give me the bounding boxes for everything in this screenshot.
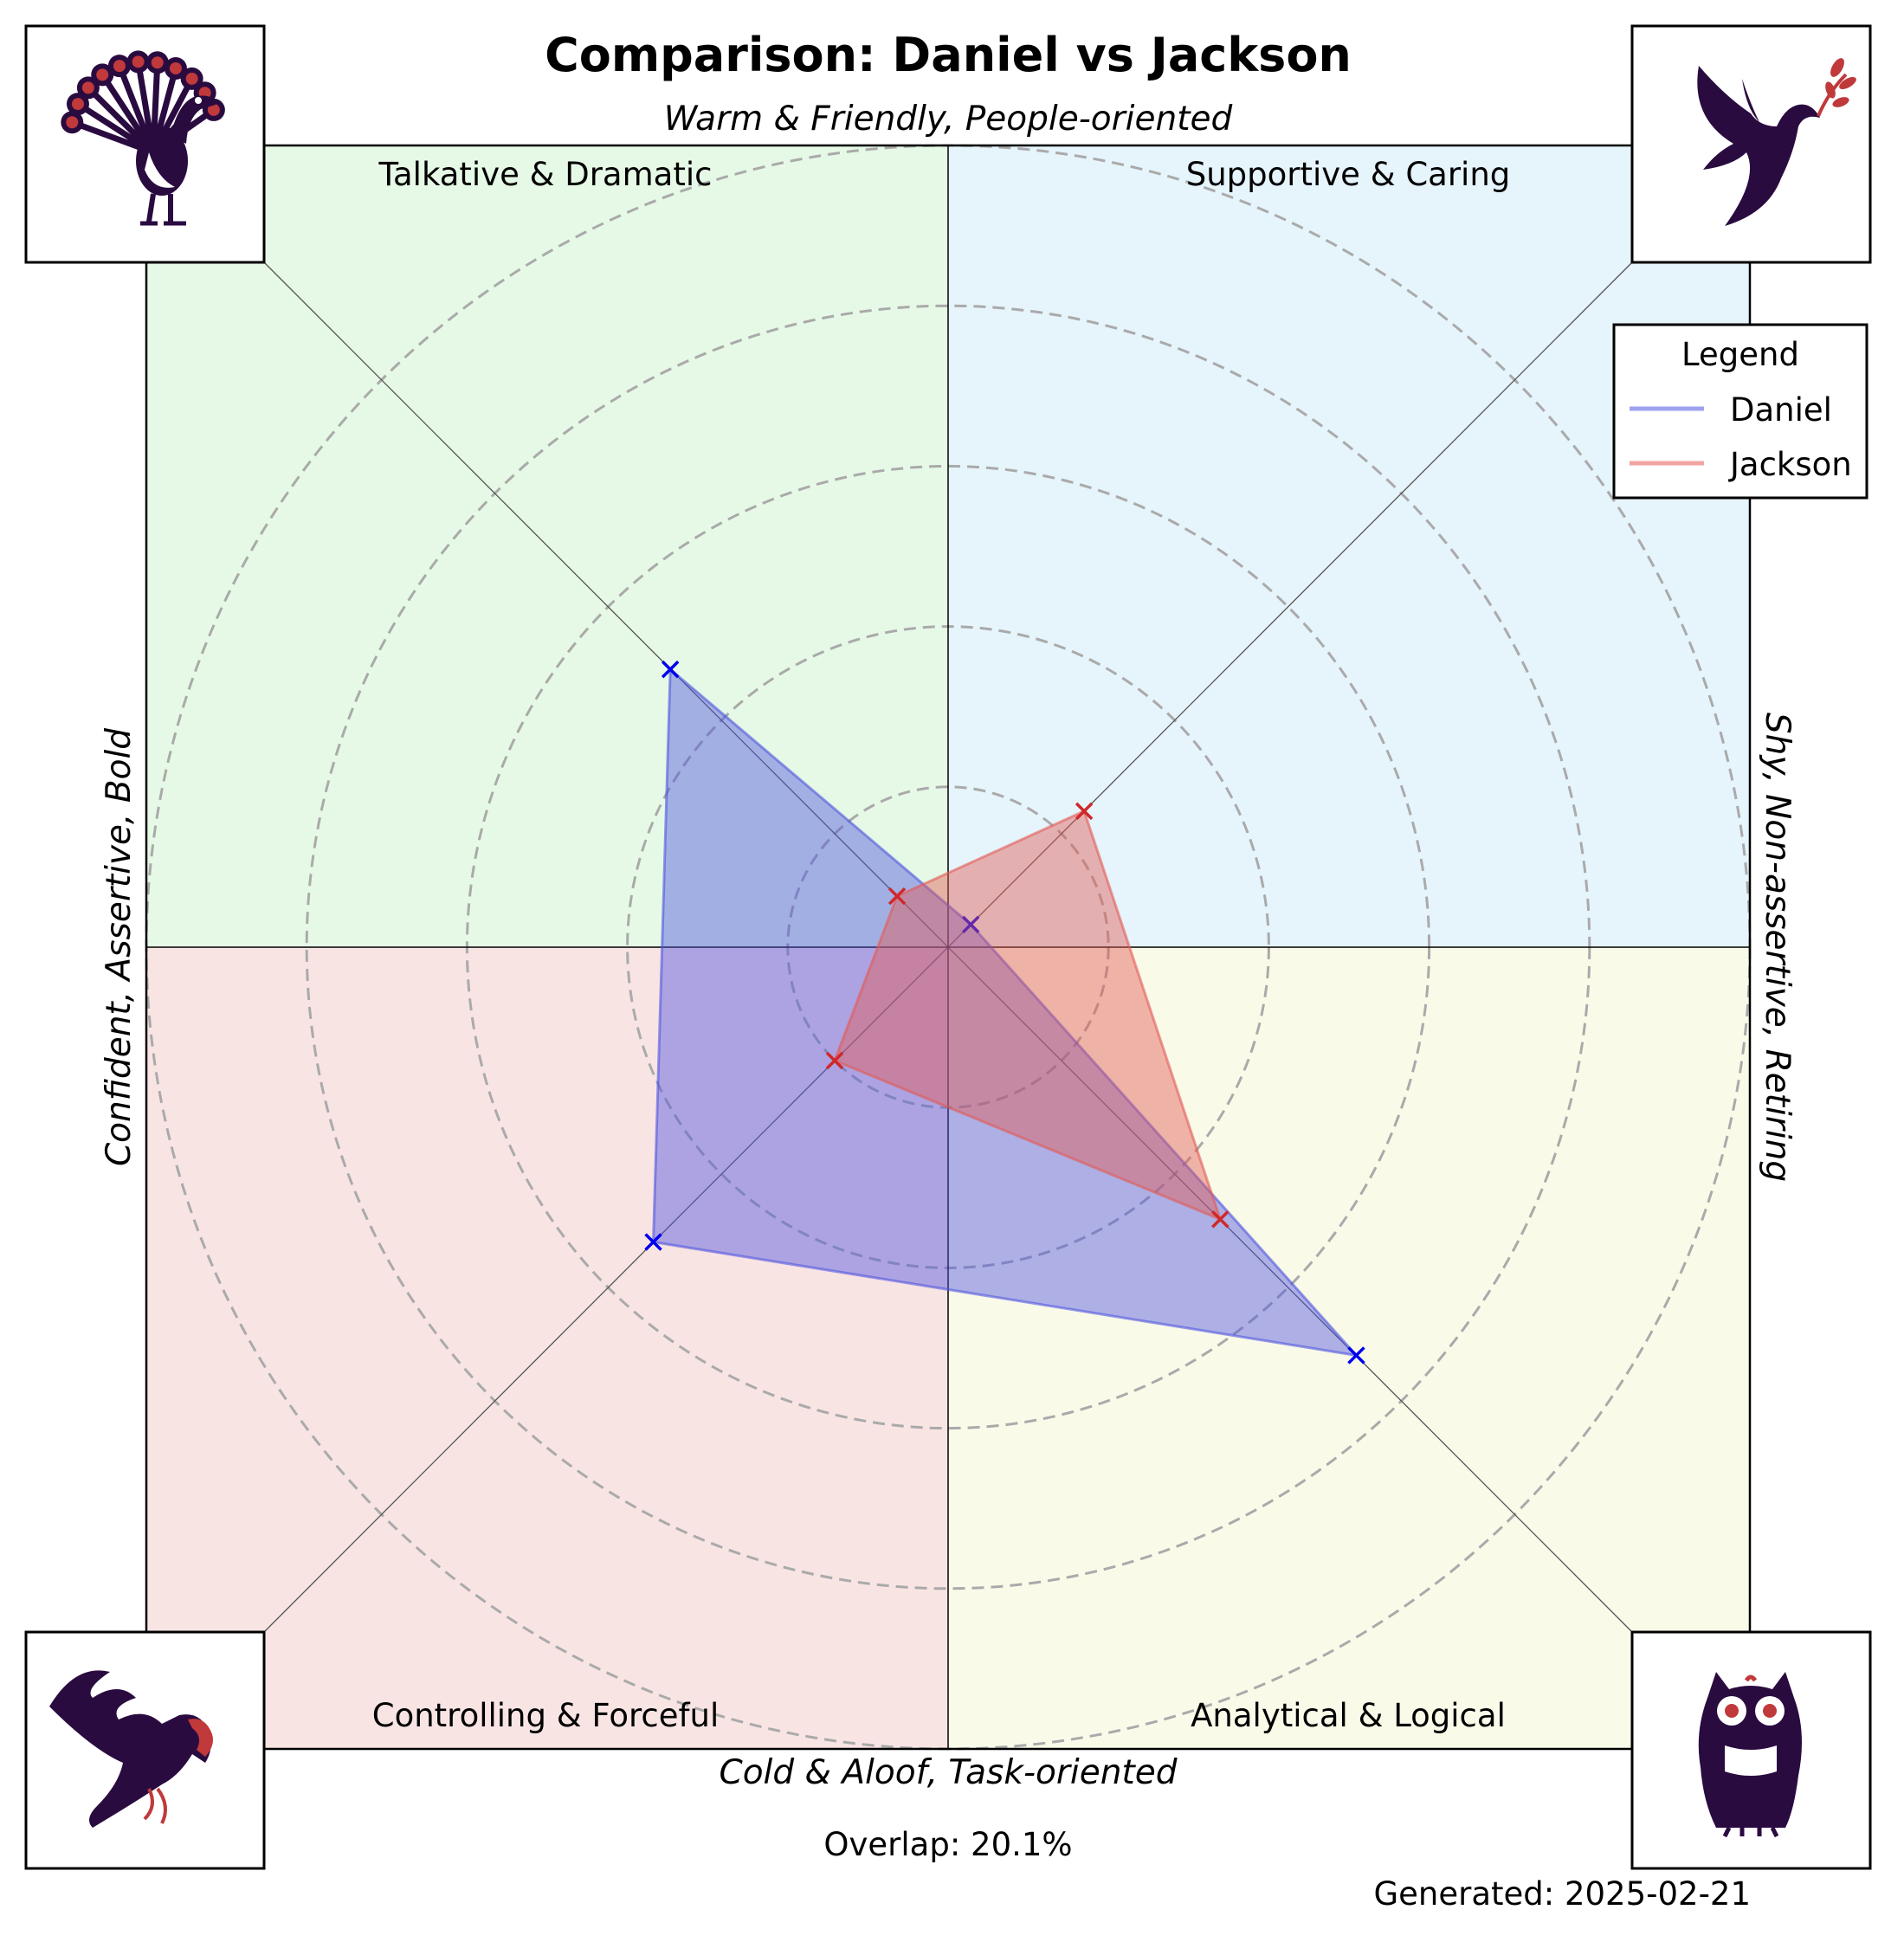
legend: Legend Daniel Jackson <box>1612 323 1869 500</box>
data-point-daniel-4 <box>644 1233 662 1251</box>
dove-icon <box>1697 58 1856 226</box>
icon-box-bottom-right <box>1630 1630 1872 1870</box>
plot-border <box>145 144 1752 1751</box>
axis-label-left: Confident, Assertive, Bold <box>100 728 139 1166</box>
legend-item-daniel: Daniel <box>1730 391 1832 429</box>
data-point-daniel-2 <box>961 915 980 934</box>
data-point-daniel-1 <box>661 660 680 679</box>
peacock-icon <box>61 50 225 226</box>
icon-box-top-right <box>1630 24 1872 264</box>
eagle-icon <box>49 1670 213 1828</box>
quadrant-label-top-left: Talkative & Dramatic <box>378 156 713 193</box>
axis-label-bottom: Cold & Aloof, Task-oriented <box>719 1753 1177 1792</box>
chart-title: Comparison: Daniel vs Jackson <box>545 28 1352 82</box>
quadrant-label-top-right: Supportive & Caring <box>1186 156 1511 193</box>
icon-box-top-left <box>24 24 266 264</box>
quadrant-label-bottom-left: Controlling & Forceful <box>372 1697 719 1734</box>
data-point-jackson-3 <box>1211 1210 1230 1229</box>
generated-text: Generated: 2025-02-21 <box>1373 1875 1751 1913</box>
owl-icon <box>1698 1672 1802 1838</box>
legend-title: Legend <box>1681 336 1799 373</box>
axis-label-top: Warm & Friendly, People-oriented <box>664 100 1233 139</box>
quadrant-label-bottom-right: Analytical & Logical <box>1191 1697 1506 1734</box>
icon-box-bottom-left <box>24 1630 266 1870</box>
legend-box <box>1612 323 1869 500</box>
series-layer <box>644 660 1365 1365</box>
legend-item-jackson: Jackson <box>1728 446 1852 483</box>
data-point-jackson-4 <box>825 1051 844 1070</box>
overlap-text: Overlap: 20.1% <box>823 1826 1072 1863</box>
data-point-jackson-2 <box>1075 802 1094 821</box>
data-point-daniel-3 <box>1347 1346 1365 1365</box>
axis-label-right: Shy, Non-assertive, Retiring <box>1758 713 1797 1182</box>
data-point-jackson-1 <box>887 887 907 906</box>
